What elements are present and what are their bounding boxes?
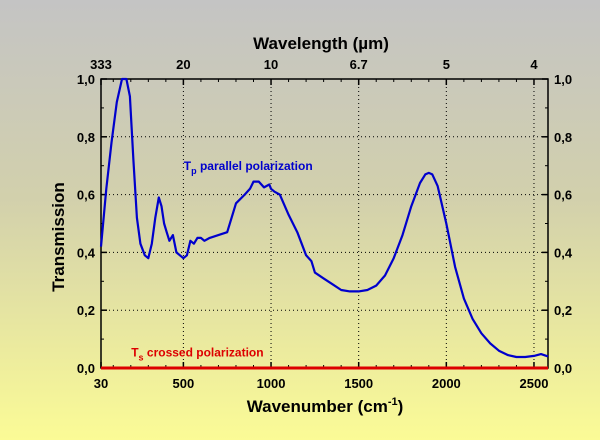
annotation-text: parallel polarization [197, 159, 313, 173]
y-tick-label-right: 0,0 [554, 361, 572, 376]
top-axis-title: Wavelength (µm) [253, 34, 389, 53]
annotation-symbol: T [184, 159, 192, 173]
x-axis-title: Wavenumber (cm-1) [247, 396, 404, 416]
y-tick-label: 0,0 [77, 361, 95, 376]
y-tick-label: 0,6 [77, 188, 95, 203]
x-axis-title-main: Wavenumber (cm [247, 397, 388, 416]
x-tick-label: 2500 [520, 376, 549, 391]
grid-lines [101, 79, 548, 368]
top-tick-label: 20 [176, 57, 190, 72]
top-tick-label: 6.7 [350, 57, 368, 72]
y-tick-label: 0,2 [77, 303, 95, 318]
axis-ticks [100, 78, 548, 369]
y-tick-label: 0,4 [77, 245, 96, 260]
y-tick-label: 0,8 [77, 130, 95, 145]
y-tick-label: 1,0 [77, 72, 95, 87]
y-tick-label-right: 0,6 [554, 188, 572, 203]
series-parallel-line [99, 77, 549, 359]
x-tick-label: 500 [173, 376, 195, 391]
annotation-crossed: Ts crossed polarization [131, 345, 263, 362]
plot-frame [100, 78, 549, 369]
series-layer [99, 77, 549, 370]
y-axis-title: Transmission [49, 182, 68, 292]
annotation-subscript: p [191, 166, 197, 176]
top-tick-label: 5 [443, 57, 450, 72]
x-axis-title-sup: -1 [388, 396, 398, 408]
x-tick-label: 30 [94, 376, 108, 391]
x-tick-label: 1500 [344, 376, 373, 391]
top-tick-label: 4 [530, 57, 538, 72]
x-tick-label: 1000 [257, 376, 286, 391]
y-tick-label-right: 0,4 [554, 245, 573, 260]
annotation-subscript: s [139, 352, 144, 362]
annotation-parallel: Tp parallel polarization [184, 159, 313, 176]
annotation-symbol: T [131, 345, 139, 359]
x-axis-title-suffix: ) [398, 397, 404, 416]
x-tick-label: 2000 [432, 376, 461, 391]
tick-labels: 30 500 1000 1500 2000 2500 333 20 10 6.7 5 4 0,0 0,0 0… [77, 57, 573, 391]
y-tick-label-right: 1,0 [554, 72, 572, 87]
top-tick-label: 333 [90, 57, 112, 72]
top-tick-label: 10 [264, 57, 278, 72]
annotation-text: crossed polarization [144, 345, 264, 359]
y-tick-label-right: 0,8 [554, 130, 572, 145]
y-tick-label-right: 0,2 [554, 303, 572, 318]
